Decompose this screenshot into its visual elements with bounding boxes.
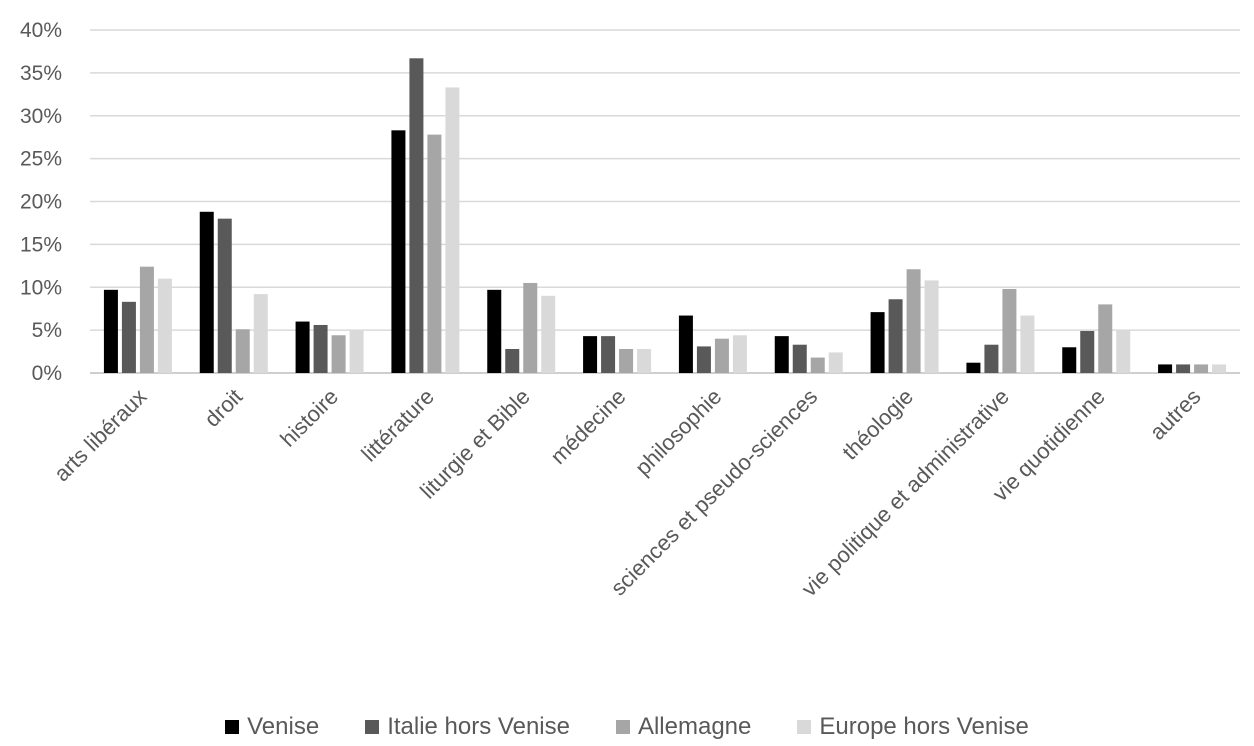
- bar-allemagne-1: [235, 329, 250, 373]
- y-tick-label: 25%: [20, 148, 62, 171]
- legend-label: Allemagne: [637, 713, 752, 740]
- bar-allemagne-5: [619, 348, 634, 373]
- bar-europe-hors-venise-1: [253, 294, 268, 373]
- bar-venise-8: [870, 312, 885, 373]
- bar-italie-hors-venise-1: [217, 218, 232, 373]
- legend-label: Italie hors Venise: [387, 713, 570, 740]
- x-category-label: autres: [1145, 384, 1206, 445]
- legend-swatch: [225, 720, 240, 734]
- gridlines: [90, 29, 1240, 374]
- bar-europe-hors-venise-7: [828, 352, 843, 373]
- bar-allemagne-3: [427, 134, 442, 373]
- bar-europe-hors-venise-10: [1116, 330, 1131, 373]
- x-category-label: droit: [199, 384, 247, 432]
- bar-venise-4: [487, 289, 502, 373]
- bar-allemagne-8: [906, 269, 921, 373]
- y-tick-label: 5%: [32, 319, 62, 342]
- bar-venise-9: [966, 362, 981, 373]
- bars: [103, 58, 1227, 374]
- bar-italie-hors-venise-2: [313, 324, 328, 373]
- bar-venise-3: [391, 130, 406, 373]
- bar-italie-hors-venise-0: [121, 301, 136, 373]
- bar-venise-11: [1158, 364, 1173, 373]
- bar-venise-0: [103, 289, 118, 373]
- bar-allemagne-7: [810, 357, 825, 373]
- bar-allemagne-4: [523, 282, 538, 373]
- bar-europe-hors-venise-4: [541, 295, 556, 373]
- x-category-label: histoire: [275, 384, 343, 452]
- bar-europe-hors-venise-8: [924, 280, 939, 373]
- y-axis-tick-labels: 0% 5% 10% 15% 20% 25% 30% 35% 40%: [20, 19, 62, 385]
- legend-label: Europe hors Venise: [819, 713, 1029, 740]
- bar-venise-2: [295, 321, 310, 373]
- x-category-label: philosophie: [630, 384, 726, 480]
- x-category-label: arts libéraux: [49, 384, 151, 486]
- bar-italie-hors-venise-11: [1176, 364, 1191, 373]
- bar-europe-hors-venise-11: [1212, 364, 1227, 373]
- bar-europe-hors-venise-0: [157, 278, 172, 373]
- legend-item: Allemagne: [615, 713, 752, 741]
- bar-italie-hors-venise-8: [888, 299, 903, 373]
- x-category-label: vie politique et administrative: [797, 384, 1014, 601]
- bar-europe-hors-venise-6: [732, 335, 747, 373]
- bar-allemagne-11: [1194, 364, 1209, 373]
- bar-venise-1: [199, 211, 214, 373]
- bar-europe-hors-venise-3: [445, 87, 460, 373]
- bar-europe-hors-venise-2: [349, 330, 364, 373]
- y-tick-label: 35%: [20, 62, 62, 85]
- bar-allemagne-2: [331, 335, 346, 373]
- legend: Venise Italie hors Venise Allemagne Europe …: [0, 712, 1254, 742]
- bar-allemagne-9: [1002, 288, 1017, 373]
- x-category-label: médecine: [545, 384, 630, 469]
- bar-venise-5: [583, 336, 598, 373]
- y-tick-label: 30%: [20, 105, 62, 128]
- x-axis-category-labels: arts libéraux droit histoire littératurelit…: [49, 384, 1206, 601]
- bar-italie-hors-venise-9: [984, 344, 999, 373]
- legend-label: Venise: [247, 713, 320, 740]
- y-tick-label: 0%: [32, 362, 62, 385]
- y-tick-label: 40%: [20, 19, 62, 42]
- legend-swatch: [365, 720, 380, 734]
- legend-swatch: [797, 720, 812, 734]
- bar-venise-10: [1062, 347, 1077, 373]
- bar-allemagne-6: [714, 338, 729, 373]
- bar-italie-hors-venise-7: [792, 344, 807, 373]
- x-category-label: littérature: [356, 384, 439, 467]
- bar-venise-7: [774, 336, 789, 373]
- bar-italie-hors-venise-3: [409, 58, 424, 374]
- legend-item: Italie hors Venise: [365, 713, 570, 741]
- bar-italie-hors-venise-10: [1080, 330, 1095, 373]
- legend-swatch: [615, 720, 630, 734]
- y-tick-label: 10%: [20, 276, 62, 299]
- bar-europe-hors-venise-9: [1020, 315, 1035, 373]
- bar-allemagne-0: [139, 266, 154, 373]
- x-category-label: théologie: [837, 384, 918, 465]
- x-category-label: sciences et pseudo-sciences: [606, 384, 823, 601]
- bar-italie-hors-venise-6: [696, 346, 711, 373]
- bar-italie-hors-venise-5: [601, 336, 616, 373]
- legend-item: Venise: [225, 713, 319, 741]
- bar-allemagne-10: [1098, 304, 1113, 373]
- y-tick-label: 20%: [20, 191, 62, 214]
- bar-italie-hors-venise-4: [505, 348, 520, 373]
- bar-europe-hors-venise-5: [637, 348, 652, 373]
- legend-item: Europe hors Venise: [797, 713, 1029, 741]
- y-tick-label: 15%: [20, 233, 62, 256]
- bar-venise-6: [678, 315, 693, 373]
